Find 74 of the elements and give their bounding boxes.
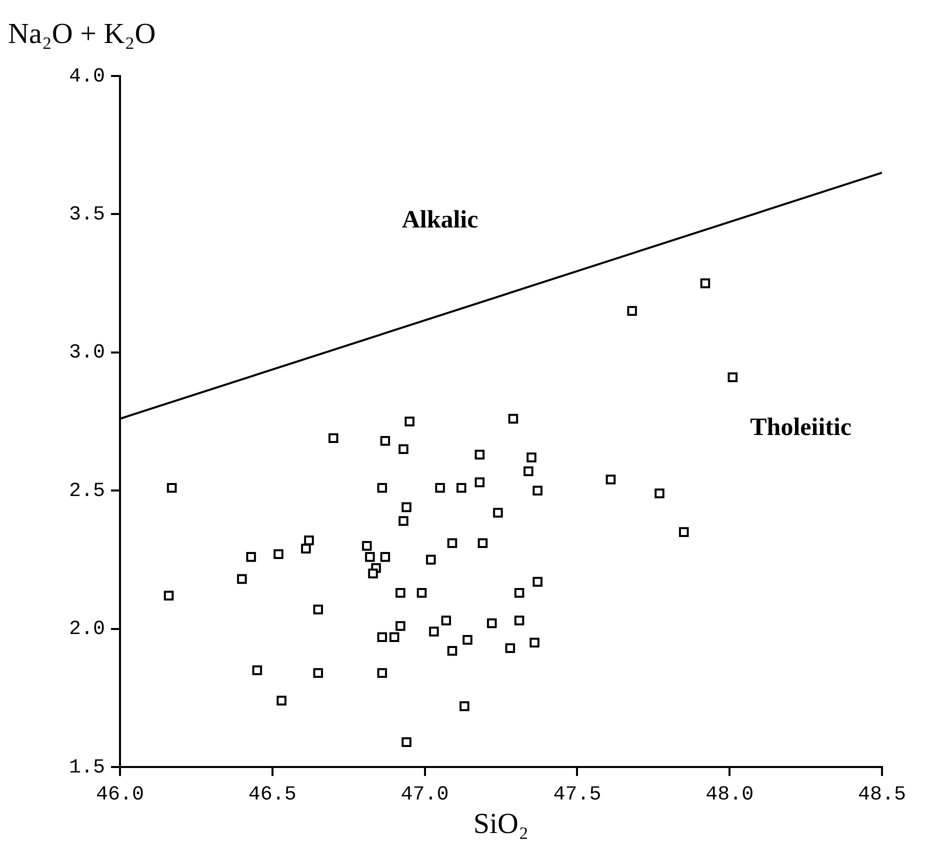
point — [313, 604, 324, 614]
point — [532, 576, 542, 587]
point — [166, 482, 177, 493]
point — [362, 540, 372, 551]
point — [441, 616, 452, 626]
y-axis-title: Na₂O + K₂O — [8, 18, 156, 51]
point — [396, 588, 406, 598]
point — [514, 588, 524, 598]
x-tick-label: 46.0 — [96, 783, 144, 806]
point — [246, 552, 256, 562]
point — [654, 488, 664, 498]
point — [380, 436, 390, 446]
point — [447, 646, 458, 656]
point — [398, 444, 408, 454]
point — [404, 416, 414, 426]
point — [456, 482, 466, 493]
point — [377, 668, 388, 678]
point — [368, 568, 378, 578]
point — [301, 544, 311, 554]
point — [700, 278, 710, 288]
y-tick-label: 4.0 — [68, 65, 105, 88]
point — [508, 414, 518, 424]
point — [678, 527, 689, 537]
x-tick-label: 47.0 — [400, 783, 449, 806]
point — [313, 668, 324, 678]
point — [426, 554, 436, 565]
point — [728, 372, 738, 382]
point — [237, 574, 247, 584]
x-tick-label: 47.5 — [553, 783, 602, 806]
x-tick-label: 46.5 — [248, 783, 296, 806]
point — [532, 486, 542, 496]
point — [402, 502, 412, 512]
point — [377, 482, 388, 493]
x-tick-label: 48.0 — [706, 783, 754, 806]
point — [524, 466, 534, 476]
point — [486, 618, 497, 628]
point — [164, 590, 174, 601]
point — [514, 616, 524, 626]
y-tick-label: 2.5 — [68, 480, 105, 503]
point — [478, 538, 488, 548]
point — [429, 626, 439, 636]
y-tick-label: 2.0 — [68, 618, 105, 642]
point — [460, 701, 470, 712]
y-tick-label: 1.5 — [68, 756, 105, 780]
annotation: Alkalic — [402, 206, 478, 234]
point — [530, 638, 540, 648]
point — [505, 643, 516, 654]
annotation: Tholeiitic — [750, 414, 852, 441]
point — [365, 552, 375, 562]
x-axis-title: SiO₂ — [472, 808, 530, 841]
point — [435, 482, 445, 493]
x-tick-label: 48.5 — [858, 783, 906, 806]
y-tick-label: 3.5 — [68, 203, 105, 226]
point — [398, 516, 408, 526]
point — [380, 552, 390, 562]
point — [526, 452, 536, 462]
point — [304, 535, 314, 546]
point — [389, 632, 400, 642]
point — [377, 632, 388, 642]
point — [402, 737, 412, 748]
point — [416, 588, 427, 598]
point — [276, 696, 286, 706]
point — [447, 538, 458, 548]
point — [627, 306, 637, 316]
point — [462, 634, 472, 645]
point — [606, 474, 616, 484]
y-tick-label: 3.0 — [68, 342, 105, 365]
point — [252, 665, 262, 676]
point — [474, 450, 485, 460]
point — [474, 477, 485, 488]
point — [274, 549, 284, 560]
point — [396, 621, 406, 631]
point — [328, 433, 338, 443]
point — [493, 508, 503, 518]
